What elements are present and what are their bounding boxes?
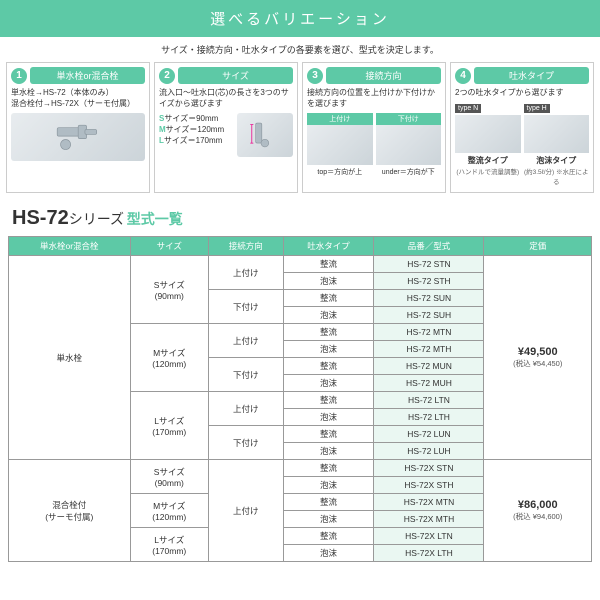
type-n: type N 整流タイプ (ハンドルで流量調整): [455, 102, 521, 186]
table-cell: HS-72 LTH: [374, 409, 484, 426]
type-h: type H 泡沫タイプ (約3.5ℓ/分) ※水圧による: [524, 102, 590, 186]
step-title: 吐水タイプ: [474, 67, 589, 84]
table-cell: 下付け: [208, 290, 283, 324]
table-cell: 下付け: [208, 358, 283, 392]
table-cell: HS-72 SUN: [374, 290, 484, 307]
table-cell: 整流: [283, 392, 374, 409]
table-cell: Sサイズ(90mm): [130, 460, 208, 494]
step-4: 4 吐水タイプ 2つの吐水タイプから選びます type N 整流タイプ (ハンド…: [450, 62, 594, 193]
step-title: サイズ: [178, 67, 293, 84]
sizes-list: Sサイズ＝90mm Mサイズ＝120mm Lサイズ＝170mm: [159, 113, 233, 146]
faucet-illustration: [11, 113, 145, 161]
table-cell: 上付け: [208, 460, 283, 562]
th-dir: 接続方向: [208, 237, 283, 256]
th-price: 定価: [484, 237, 592, 256]
table-cell: Sサイズ(90mm): [130, 256, 208, 324]
step-number: 2: [159, 68, 175, 84]
step-2: 2 サイズ 流入口～吐水口(芯)の長さを3つのサイズから選びます Sサイズ＝90…: [154, 62, 298, 193]
table-cell: 泡沫: [283, 511, 374, 528]
table-cell: HS-72 STH: [374, 273, 484, 290]
table-cell: Lサイズ(170mm): [130, 392, 208, 460]
step-title: 単水栓or混合栓: [30, 67, 145, 84]
step-desc: 2つの吐水タイプから選びます: [455, 87, 589, 98]
table-cell: 泡沫: [283, 341, 374, 358]
table-cell: 整流: [283, 426, 374, 443]
table-cell: 整流: [283, 528, 374, 545]
step-desc: 流入口～吐水口(芯)の長さを3つのサイズから選びます: [159, 87, 293, 109]
table-cell: HS-72X MTN: [374, 494, 484, 511]
table-head: 単水栓or混合栓 サイズ 接続方向 吐水タイプ 品番／型式 定価: [9, 237, 592, 256]
table-cell: 泡沫: [283, 443, 374, 460]
table-row: 混合栓付(サーモ付属)Sサイズ(90mm)上付け整流HS-72X STN¥86,…: [9, 460, 592, 477]
dir-illustration: [376, 125, 442, 165]
table-row: 単水栓Sサイズ(90mm)上付け整流HS-72 STN¥49,500(税込 ¥5…: [9, 256, 592, 273]
step-title: 接続方向: [326, 67, 441, 84]
table-cell: 泡沫: [283, 409, 374, 426]
table-cell: ¥49,500(税込 ¥54,450): [484, 256, 592, 460]
table-cell: HS-72 MUN: [374, 358, 484, 375]
table-cell: 整流: [283, 324, 374, 341]
model-table: 単水栓or混合栓 サイズ 接続方向 吐水タイプ 品番／型式 定価 単水栓Sサイズ…: [8, 236, 592, 562]
table-cell: HS-72X MTH: [374, 511, 484, 528]
table-cell: Mサイズ(120mm): [130, 494, 208, 528]
step-body: 単水栓→HS-72（本体のみ） 混合栓付→HS-72X（サーモ付属）: [11, 87, 145, 109]
table-body: 単水栓Sサイズ(90mm)上付け整流HS-72 STN¥49,500(税込 ¥5…: [9, 256, 592, 562]
table-cell: HS-72 SUH: [374, 307, 484, 324]
table-cell: HS-72X LTN: [374, 528, 484, 545]
table-cell: Lサイズ(170mm): [130, 528, 208, 562]
table-cell: 混合栓付(サーモ付属): [9, 460, 131, 562]
table-cell: 整流: [283, 460, 374, 477]
table-cell: 単水栓: [9, 256, 131, 460]
step-3: 3 接続方向 接続方向の位置を上付けか下付けかを選びます 上付け top＝方向が…: [302, 62, 446, 193]
step-1: 1 単水栓or混合栓 単水栓→HS-72（本体のみ） 混合栓付→HS-72X（サ…: [6, 62, 150, 193]
table-cell: HS-72X STN: [374, 460, 484, 477]
type-illustration: [524, 115, 590, 153]
steps-row: 1 単水栓or混合栓 単水栓→HS-72（本体のみ） 混合栓付→HS-72X（サ…: [0, 62, 600, 193]
step-number: 1: [11, 68, 27, 84]
step1-line: 単水栓→HS-72（本体のみ）: [11, 87, 145, 98]
table-cell: 整流: [283, 290, 374, 307]
size-illustration: [237, 113, 293, 157]
table-cell: 泡沫: [283, 477, 374, 494]
table-cell: 泡沫: [283, 273, 374, 290]
header-band: 選べるバリエーション: [0, 0, 600, 37]
table-cell: HS-72 MUH: [374, 375, 484, 392]
table-cell: 整流: [283, 358, 374, 375]
th-size: サイズ: [130, 237, 208, 256]
table-cell: 泡沫: [283, 545, 374, 562]
table-cell: Mサイズ(120mm): [130, 324, 208, 392]
table-cell: 上付け: [208, 392, 283, 426]
dir-illustration: [307, 125, 373, 165]
table-cell: HS-72X LTH: [374, 545, 484, 562]
step-desc: 接続方向の位置を上付けか下付けかを選びます: [307, 87, 441, 109]
table-cell: 整流: [283, 256, 374, 273]
dir-top: 上付け top＝方向が上: [307, 113, 373, 177]
table-cell: HS-72 MTN: [374, 324, 484, 341]
dir-under: 下付け under＝方向が下: [376, 113, 442, 177]
table-cell: 泡沫: [283, 307, 374, 324]
header-subtitle: サイズ・接続方向・吐水タイプの各要素を選び、型式を決定します。: [0, 37, 600, 62]
step1-line: 混合栓付→HS-72X（サーモ付属）: [11, 98, 145, 109]
table-cell: 整流: [283, 494, 374, 511]
type-illustration: [455, 115, 521, 153]
table-cell: 上付け: [208, 256, 283, 290]
table-cell: HS-72 LUN: [374, 426, 484, 443]
th-model: 品番／型式: [374, 237, 484, 256]
step-number: 3: [307, 68, 323, 84]
water-types: type N 整流タイプ (ハンドルで流量調整) type H 泡沫タイプ (約…: [455, 102, 589, 186]
series-heading: HS-72シリーズ 型式一覧: [0, 193, 600, 236]
table-cell: ¥86,000(税込 ¥94,600): [484, 460, 592, 562]
direction-options: 上付け top＝方向が上 下付け under＝方向が下: [307, 113, 441, 177]
th-variant: 単水栓or混合栓: [9, 237, 131, 256]
table-cell: HS-72 MTH: [374, 341, 484, 358]
table-cell: HS-72 STN: [374, 256, 484, 273]
th-water: 吐水タイプ: [283, 237, 374, 256]
table-cell: 下付け: [208, 426, 283, 460]
table-cell: HS-72X STH: [374, 477, 484, 494]
table-cell: HS-72 LTN: [374, 392, 484, 409]
table-cell: 上付け: [208, 324, 283, 358]
step-number: 4: [455, 68, 471, 84]
table-cell: 泡沫: [283, 375, 374, 392]
table-cell: HS-72 LUH: [374, 443, 484, 460]
